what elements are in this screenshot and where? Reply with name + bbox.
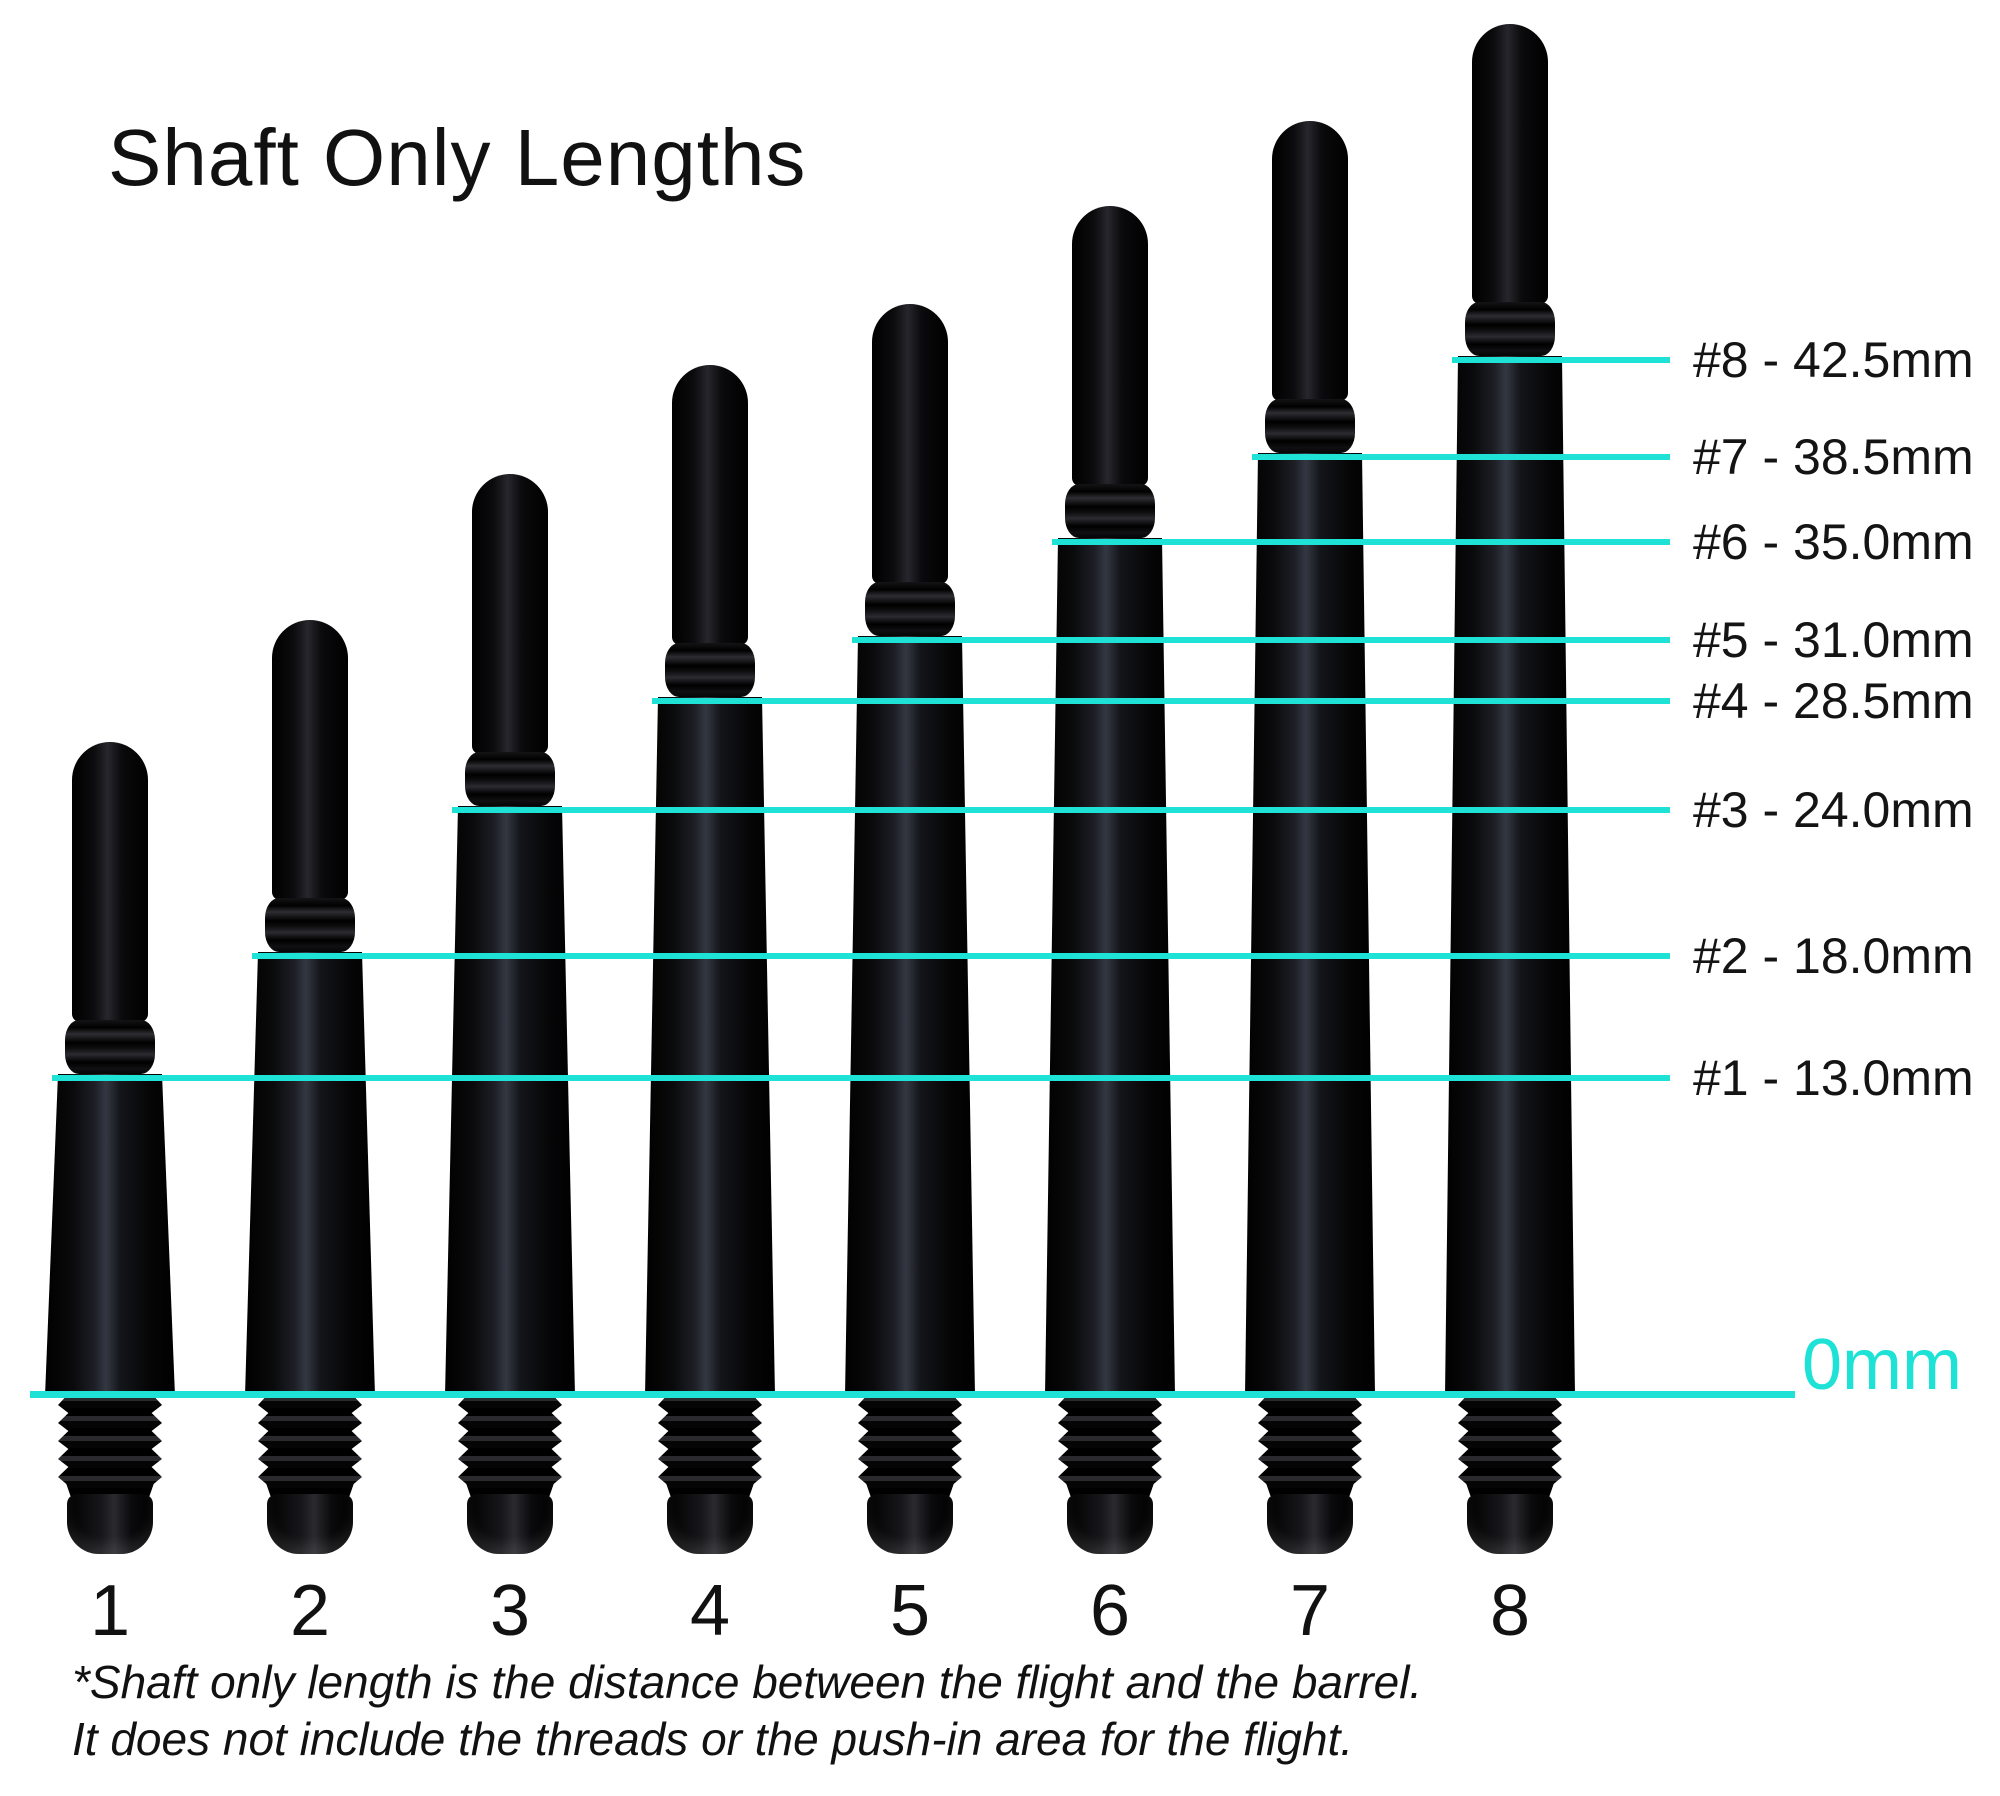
footnote-line-2: It does not include the threads or the p… <box>72 1713 1354 1765</box>
shaft-1-body <box>45 1074 175 1396</box>
shaft-number-1: 1 <box>89 1571 131 1651</box>
shaft-7-body <box>1245 453 1375 1396</box>
measure-label-6: #6 - 35.0mm <box>1693 514 1974 570</box>
measure-line-6 <box>1052 539 1670 545</box>
shaft-5-ring-grooves <box>865 582 955 636</box>
shaft-8-body <box>1445 356 1575 1396</box>
shaft-number-4: 4 <box>689 1571 731 1651</box>
shaft-4-tip <box>667 1494 753 1554</box>
shaft-3-tip <box>467 1494 553 1554</box>
shaft-7-ring-grooves <box>1265 399 1355 453</box>
shaft-number-7: 7 <box>1289 1571 1331 1651</box>
shaft-6-body <box>1045 538 1175 1396</box>
measure-label-7: #7 - 38.5mm <box>1693 429 1974 485</box>
shaft-number-6: 6 <box>1089 1571 1131 1651</box>
measure-line-7 <box>1252 454 1670 460</box>
shaft-1-ring-grooves <box>65 1020 155 1074</box>
shaft-5-body <box>845 636 975 1396</box>
measure-line-2 <box>252 953 1670 959</box>
shaft-number-2: 2 <box>289 1571 331 1651</box>
shaft-3-stem <box>472 474 548 754</box>
shaft-4-body <box>645 697 775 1396</box>
shaft-8-ring-grooves <box>1465 302 1555 356</box>
shaft-6-tip <box>1067 1494 1153 1554</box>
shaft-6-stem <box>1072 206 1148 486</box>
page-title: Shaft Only Lengths <box>108 113 807 202</box>
shaft-number-5: 5 <box>889 1571 931 1651</box>
shaft-2-stem <box>272 620 348 900</box>
shaft-4-threads <box>658 1396 762 1496</box>
shaft-7-tip <box>1267 1494 1353 1554</box>
shaft-8-tip <box>1467 1494 1553 1554</box>
footnote-line-1: *Shaft only length is the distance betwe… <box>72 1656 1423 1708</box>
shaft-5-tip <box>867 1494 953 1554</box>
measure-line-4 <box>652 698 1670 704</box>
measure-label-2: #2 - 18.0mm <box>1693 928 1974 984</box>
shaft-4-ring-grooves <box>665 643 755 697</box>
measure-line-8 <box>1452 357 1670 363</box>
shaft-3-ring-grooves <box>465 752 555 806</box>
shaft-6-threads <box>1058 1396 1162 1496</box>
measure-label-3: #3 - 24.0mm <box>1693 782 1974 838</box>
shaft-5-stem <box>872 304 948 584</box>
shaft-2-body <box>245 952 375 1396</box>
shaft-3-threads <box>458 1396 562 1496</box>
shaft-1-tip <box>67 1494 153 1554</box>
shaft-8-stem <box>1472 24 1548 304</box>
measure-label-5: #5 - 31.0mm <box>1693 612 1974 668</box>
shaft-number-3: 3 <box>489 1571 531 1651</box>
baseline-zero-line <box>30 1391 1795 1398</box>
shaft-number-8: 8 <box>1489 1571 1531 1651</box>
shaft-2-tip <box>267 1494 353 1554</box>
baseline-zero-label: 0mm <box>1802 1325 1962 1405</box>
shaft-4-stem <box>672 365 748 645</box>
shaft-8-threads <box>1458 1396 1562 1496</box>
shaft-2-ring-grooves <box>265 898 355 952</box>
shaft-7-stem <box>1272 121 1348 401</box>
measure-line-3 <box>452 807 1670 813</box>
shaft-1-threads <box>58 1396 162 1496</box>
shaft-1-stem <box>72 742 148 1022</box>
measure-line-1 <box>52 1075 1670 1081</box>
measure-label-4: #4 - 28.5mm <box>1693 673 1974 729</box>
shaft-5-threads <box>858 1396 962 1496</box>
shaft-6-ring-grooves <box>1065 484 1155 538</box>
shaft-7-threads <box>1258 1396 1362 1496</box>
measure-label-8: #8 - 42.5mm <box>1693 332 1974 388</box>
shaft-3-body <box>445 806 575 1396</box>
shaft-2-threads <box>258 1396 362 1496</box>
measure-line-5 <box>852 637 1670 643</box>
measure-label-1: #1 - 13.0mm <box>1693 1050 1974 1106</box>
